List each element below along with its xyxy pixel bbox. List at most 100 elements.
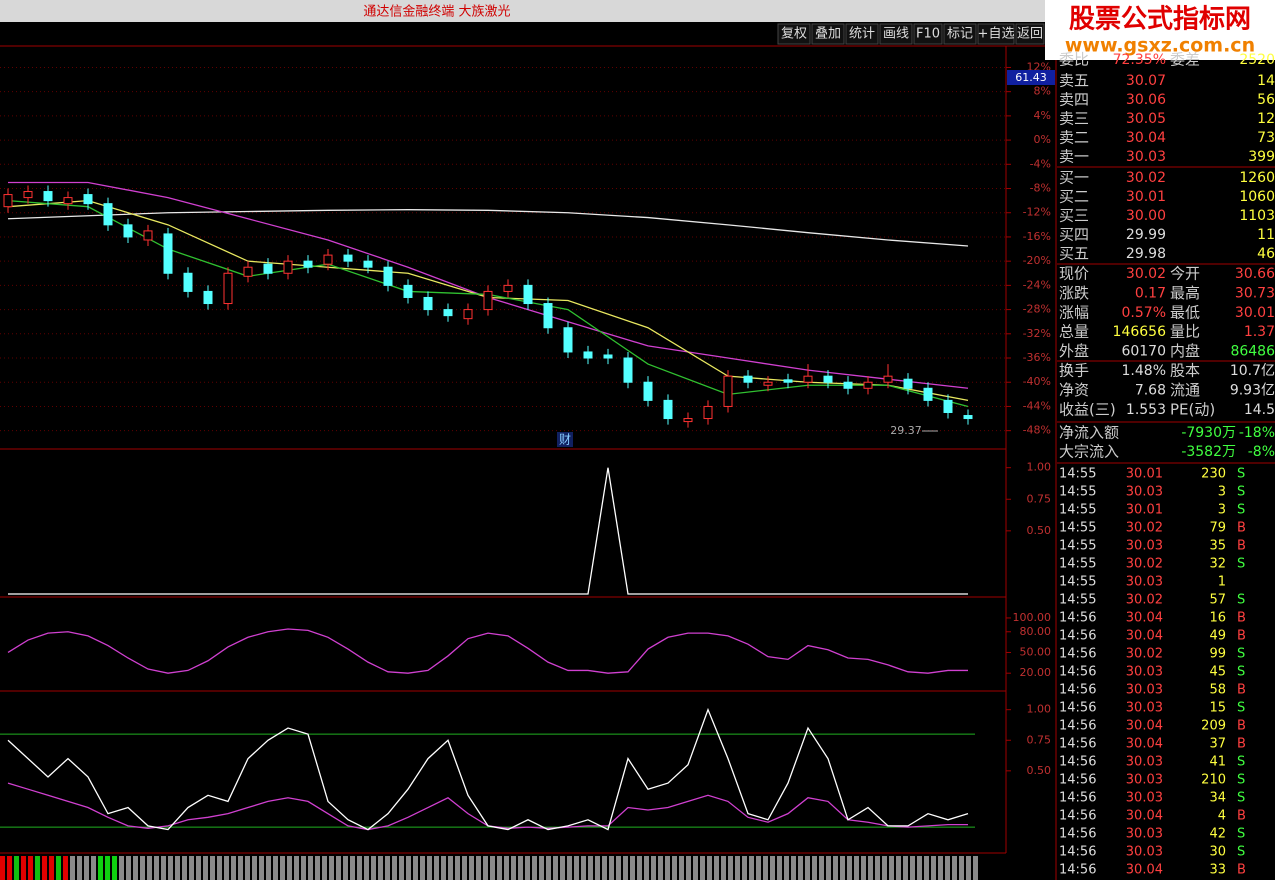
strip-cell [119,856,124,880]
toolbar-label[interactable]: 画线 [883,27,909,42]
strip-cell [371,856,376,880]
tick-time: 14:56 [1059,629,1096,644]
toolbar-label[interactable]: 叠加 [815,27,841,42]
book-volume: 73 [1257,130,1275,146]
y-tick-label: 20.00 [1020,666,1052,679]
y-tick-label: -36% [1023,351,1051,364]
strip-cell [602,856,607,880]
strip-cell [28,856,33,880]
tick-flag: S [1237,593,1245,608]
strip-cell [63,856,68,880]
tick-flag: S [1237,845,1245,860]
tick-flag: B [1237,539,1246,554]
strip-cell [112,856,117,880]
tick-price: 30.03 [1126,773,1163,788]
candle-body [363,260,373,268]
candle-body [343,254,353,262]
toolbar-label[interactable]: 复权 [781,26,807,42]
y-tick-label: -4% [1030,157,1051,170]
book-price: 30.02 [1126,170,1166,186]
toolbar-label[interactable]: 返回 [1017,27,1043,42]
tick-time: 14:56 [1059,809,1096,824]
toolbar-label[interactable]: 统计 [849,27,875,42]
strip-cell [721,856,726,880]
tick-price: 30.04 [1126,629,1163,644]
strip-cell [826,856,831,880]
candle-body [223,272,233,305]
candle-body [543,303,553,329]
book-volume: 14 [1257,73,1275,89]
tick-price: 30.03 [1126,485,1163,500]
strip-cell [77,856,82,880]
strip-cell [889,856,894,880]
toolbar-button[interactable] [845,23,879,45]
tick-time: 14:55 [1059,467,1096,482]
toolbar-label[interactable]: 标记 [947,27,973,42]
strip-cell [56,856,61,880]
tick-time: 14:56 [1059,683,1096,698]
tick-volume: 4 [1218,809,1226,824]
toolbar-button[interactable] [879,23,913,45]
strip-cell [567,856,572,880]
strip-cell [378,856,383,880]
y-tick-label: -44% [1023,399,1051,412]
strip-cell [791,856,796,880]
book-price: 30.07 [1126,73,1166,89]
strip-cell [840,856,845,880]
book-volume: 1103 [1239,208,1275,224]
quote-label: 最高 [1170,284,1200,302]
toolbar-button[interactable] [777,23,811,45]
toolbar-button[interactable] [811,23,845,45]
strip-cell [448,856,453,880]
tick-price: 30.03 [1126,539,1163,554]
low-label: 29.37 [890,424,922,437]
tick-volume: 57 [1209,593,1226,608]
strip-cell [245,856,250,880]
quote-value: 30.01 [1235,305,1275,321]
strip-cell [420,856,425,880]
tick-volume: 33 [1209,863,1226,878]
toolbar-button[interactable] [943,23,977,45]
strip-cell [903,856,908,880]
strip-cell [637,856,642,880]
candle-body [843,381,853,389]
tick-price: 30.03 [1126,575,1163,590]
quote-label: 收益(三) [1059,400,1116,418]
quote-label: 股本 [1170,362,1200,380]
strip-cell [770,856,775,880]
strip-cell [896,856,901,880]
candle-body [823,375,833,383]
toolbar-button[interactable] [1015,23,1045,45]
strip-cell [329,856,334,880]
tick-time: 14:55 [1059,575,1096,590]
strip-cell [518,856,523,880]
candle-body [723,375,733,407]
candle-body [923,387,933,401]
toolbar-button[interactable] [977,23,1015,45]
candle-body [763,381,773,386]
tick-flag: B [1237,521,1246,536]
watermark-url: www.gsxz.com.cn [1065,35,1255,57]
book-price: 30.01 [1126,189,1166,205]
title-bar [0,0,1275,22]
quote-value: 86486 [1230,344,1275,360]
y-tick-label: -20% [1023,254,1051,267]
candle-body [63,197,73,205]
strip-cell [336,856,341,880]
strip-cell [168,856,173,880]
tick-volume: 49 [1209,629,1226,644]
candle-body [143,230,153,241]
tick-volume: 209 [1201,719,1226,734]
strip-cell [651,856,656,880]
y-tick-label: 0.50 [1027,764,1052,777]
candle-body [43,191,53,202]
candle-body [483,290,493,311]
toolbar-label[interactable]: F10 [916,27,940,42]
quote-label: 现价 [1059,265,1089,283]
candle-body [903,378,913,389]
strip-cell [406,856,411,880]
toolbar-button[interactable] [913,23,943,45]
toolbar-label[interactable]: +自选 [978,27,1015,42]
tick-price: 30.03 [1126,755,1163,770]
y-tick-label: 100.00 [1013,611,1052,624]
